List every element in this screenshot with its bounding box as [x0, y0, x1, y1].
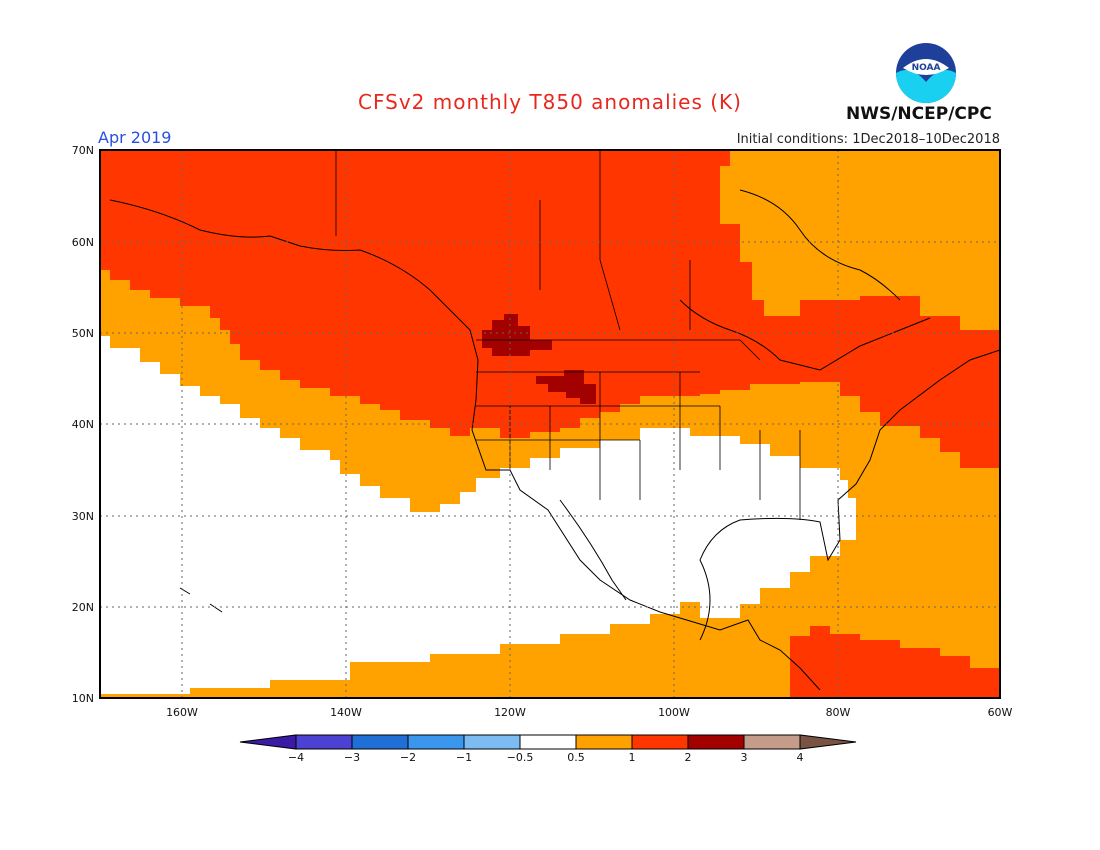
colorbar-tick-label: 3: [741, 751, 748, 764]
lat-label: 30N: [72, 510, 94, 523]
colorbar-swatch: [295, 734, 353, 750]
lon-label: 160W: [166, 706, 198, 719]
colorbar-tick-label: −1: [456, 751, 472, 764]
logo-text: NOAA: [912, 63, 941, 73]
agency-label: NWS/NCEP/CPC: [846, 104, 992, 124]
anomaly-region-2-to-3b: [536, 370, 596, 404]
colorbar-tick-label: 1: [629, 751, 636, 764]
colorbar-tick-label: −2: [400, 751, 416, 764]
colorbar-swatch: [463, 734, 521, 750]
lon-label: 80W: [826, 706, 851, 719]
lon-label: 100W: [658, 706, 690, 719]
coastlines: [109, 189, 1000, 691]
colorbar-swatch: [407, 734, 465, 750]
lon-label: 60W: [988, 706, 1013, 719]
lat-label: 70N: [72, 144, 94, 157]
colorbar-swatch: [519, 734, 577, 750]
colorbar-tick-label: −3: [344, 751, 360, 764]
colorbar-tick-label: 2: [685, 751, 692, 764]
anomaly-region-1-to-2: [100, 150, 1000, 468]
lon-label: 120W: [494, 706, 526, 719]
forecast-period: Apr 2019: [98, 128, 172, 147]
colorbar-swatch: [351, 734, 409, 750]
colorbar-swatch: [743, 734, 801, 750]
colorbar-swatch: [631, 734, 689, 750]
latitude-labels: 70N 60N 50N 40N 30N 20N 10N: [72, 144, 94, 705]
chart-title: CFSv2 monthly T850 anomalies (K): [358, 90, 742, 114]
lat-label: 20N: [72, 601, 94, 614]
anomaly-region-1-to-2-south: [790, 626, 1000, 698]
colorbar-tick-label: −0.5: [507, 751, 534, 764]
lat-label: 40N: [72, 418, 94, 431]
colorbar: [239, 734, 857, 750]
lat-label: 10N: [72, 692, 94, 705]
colorbar-max-arrow: [799, 734, 857, 750]
anomaly-region-2-to-3: [482, 314, 552, 356]
initial-conditions: Initial conditions: 1Dec2018–10Dec2018: [736, 132, 1000, 147]
colorbar-min-arrow: [239, 734, 297, 750]
lon-label: 140W: [330, 706, 362, 719]
colorbar-tick-label: 4: [797, 751, 804, 764]
lat-label: 60N: [72, 236, 94, 249]
graticule: [100, 150, 1000, 698]
colorbar-tick-label: 0.5: [567, 751, 585, 764]
longitude-labels: 160W 140W 120W 100W 80W 60W: [166, 706, 1012, 719]
colorbar-labels: −4 −3 −2 −1 −0.5 0.5 1 2 3 4: [288, 751, 804, 764]
map-frame: [99, 149, 1001, 699]
colorbar-swatch: [575, 734, 633, 750]
colorbar-swatch: [687, 734, 745, 750]
noaa-logo-icon: NOAA: [896, 43, 956, 103]
lat-label: 50N: [72, 327, 94, 340]
colorbar-tick-label: −4: [288, 751, 304, 764]
